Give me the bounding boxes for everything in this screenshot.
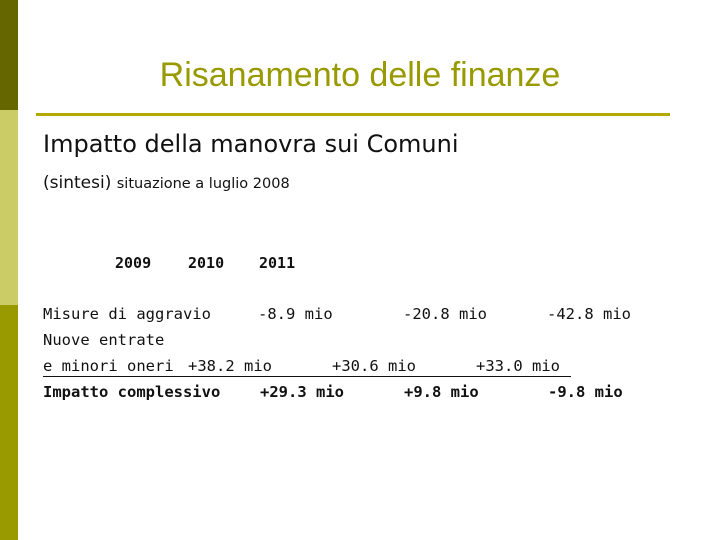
sidebar-band-bottom (0, 305, 18, 540)
slide-heading: Impatto della manovra sui Comuni (43, 130, 459, 158)
row-aggravio-2009: -8.9 mio (258, 305, 333, 323)
row-entrate-2009: +38.2 mio (188, 357, 272, 375)
subheading-rest: situazione a luglio 2008 (116, 176, 290, 192)
year-2009: 2009 (115, 254, 152, 272)
title-divider (36, 113, 670, 116)
row-entrate-underline (43, 376, 571, 377)
row-impatto-2011: -9.8 mio (548, 383, 623, 401)
row-aggravio-2011: -42.8 mio (547, 305, 631, 323)
slide-title: Risanamento delle finanze (159, 56, 561, 94)
year-2011: 2011 (259, 254, 296, 272)
row-entrate-label-line1: Nuove entrate (43, 331, 165, 349)
row-entrate-label-line2: e minori oneri (43, 357, 174, 375)
row-impatto-2010: +9.8 mio (404, 383, 479, 401)
row-impatto-2009: +29.3 mio (260, 383, 344, 401)
row-aggravio-label: Misure di aggravio (43, 305, 211, 323)
sidebar-band-middle (0, 110, 18, 305)
year-2010: 2010 (188, 254, 225, 272)
subheading-prefix: (sintesi) (43, 173, 112, 193)
sidebar-band-top (0, 0, 18, 110)
row-aggravio-2010: -20.8 mio (403, 305, 487, 323)
row-impatto-label: Impatto complessivo (43, 383, 221, 401)
slide-subheading: (sintesi) situazione a luglio 2008 (43, 173, 290, 193)
row-entrate-2010: +30.6 mio (332, 357, 416, 375)
row-entrate-2011: +33.0 mio (476, 357, 560, 375)
